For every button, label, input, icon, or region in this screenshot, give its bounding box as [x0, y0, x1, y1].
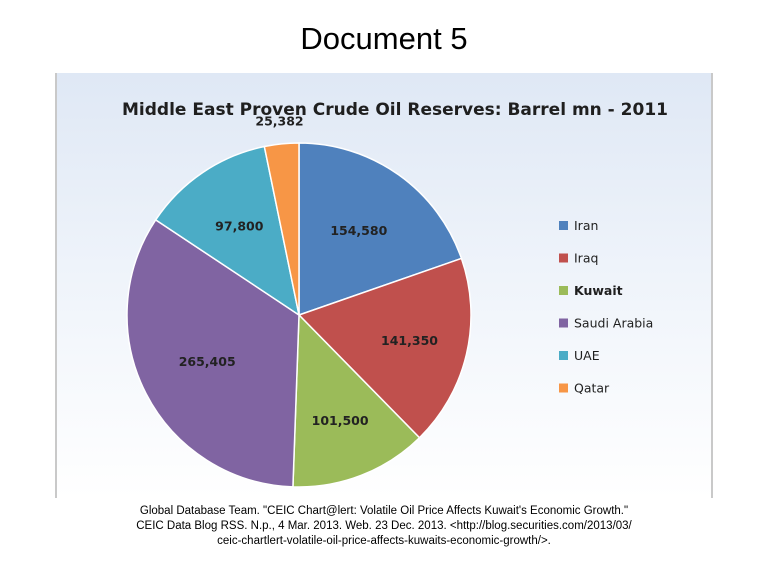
document-title: Document 5	[300, 21, 468, 56]
chart-title: Middle East Proven Crude Oil Reserves: B…	[122, 100, 668, 120]
citation: Global Database Team. "CEIC Chart@lert: …	[0, 504, 768, 549]
data-label-uae: 97,800	[215, 219, 264, 234]
data-label-qatar: 25,382	[255, 113, 303, 128]
legend-swatch-qatar	[559, 383, 568, 393]
data-label-kuwait: 101,500	[312, 413, 369, 428]
citation-line: ceic-chartlert-volatile-oil-price-affect…	[217, 535, 551, 547]
pie-slice-uae	[154, 145, 301, 317]
legend-label-saudi-arabia: Saudi Arabia	[574, 316, 653, 331]
legend-swatch-uae	[559, 351, 568, 360]
pie-slice-iraq	[297, 257, 472, 439]
chart-legend: Iran Iraq Kuwait Saudi Arabia UAE Qatar	[559, 218, 653, 396]
pie-data-labels: 154,580 141,350 101,500 265,405 97,800 25,382	[179, 113, 439, 427]
pie-chart: Middle East Proven Crude Oil Reserves: B…	[122, 100, 668, 488]
data-label-iraq: 141,350	[381, 333, 438, 348]
legend-swatch-iraq	[559, 253, 568, 263]
pie-slices	[126, 142, 472, 488]
pie-slice-qatar	[263, 142, 300, 316]
citation-line: CEIC Data Blog RSS. N.p., 4 Mar. 2013. W…	[136, 520, 632, 532]
legend-swatch-iran	[559, 221, 568, 230]
data-label-iran: 154,580	[330, 223, 387, 238]
legend-label-iraq: Iraq	[574, 251, 598, 266]
legend-swatch-saudi-arabia	[559, 318, 568, 328]
chart-panel: Middle East Proven Crude Oil Reserves: B…	[55, 73, 713, 498]
citation-line: Global Database Team. "CEIC Chart@lert: …	[139, 505, 629, 517]
data-label-saudi-arabia: 265,405	[179, 354, 236, 369]
legend-label-uae: UAE	[574, 348, 600, 363]
legend-label-kuwait: Kuwait	[574, 283, 623, 298]
legend-label-qatar: Qatar	[574, 381, 610, 396]
legend-swatch-kuwait	[559, 286, 568, 295]
pie-slice-kuwait	[292, 313, 421, 488]
legend-label-iran: Iran	[574, 218, 598, 233]
